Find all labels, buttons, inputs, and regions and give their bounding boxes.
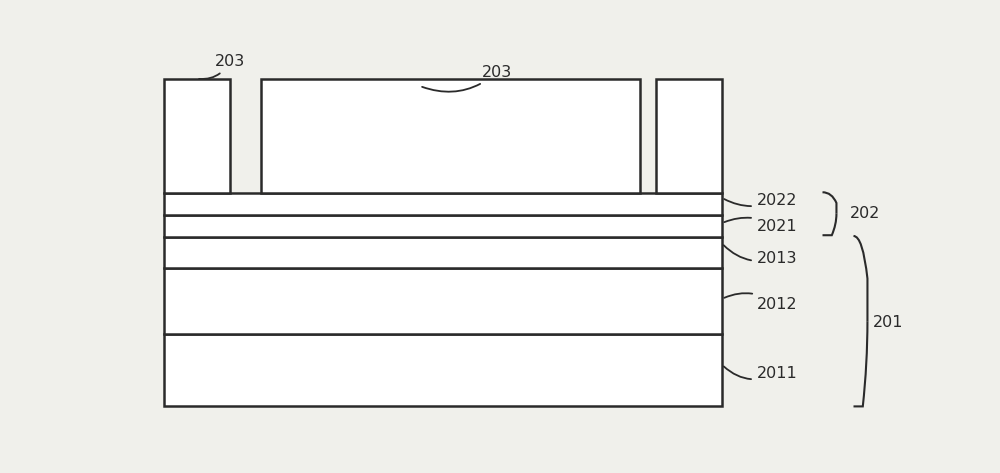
Text: 203: 203 xyxy=(422,65,512,92)
Bar xyxy=(164,79,230,193)
Text: 2021: 2021 xyxy=(724,218,797,234)
Bar xyxy=(164,268,722,333)
Text: 2011: 2011 xyxy=(724,366,797,381)
Bar xyxy=(164,333,722,406)
Text: 203: 203 xyxy=(199,54,245,79)
Text: 2013: 2013 xyxy=(724,245,797,266)
Text: 201: 201 xyxy=(873,315,903,330)
Text: 2012: 2012 xyxy=(724,293,797,312)
Text: 202: 202 xyxy=(850,206,880,221)
Bar xyxy=(164,215,722,237)
Bar xyxy=(164,193,722,215)
Bar xyxy=(164,237,722,268)
Bar xyxy=(261,79,640,193)
Text: 2022: 2022 xyxy=(724,193,797,208)
Bar xyxy=(656,79,722,193)
